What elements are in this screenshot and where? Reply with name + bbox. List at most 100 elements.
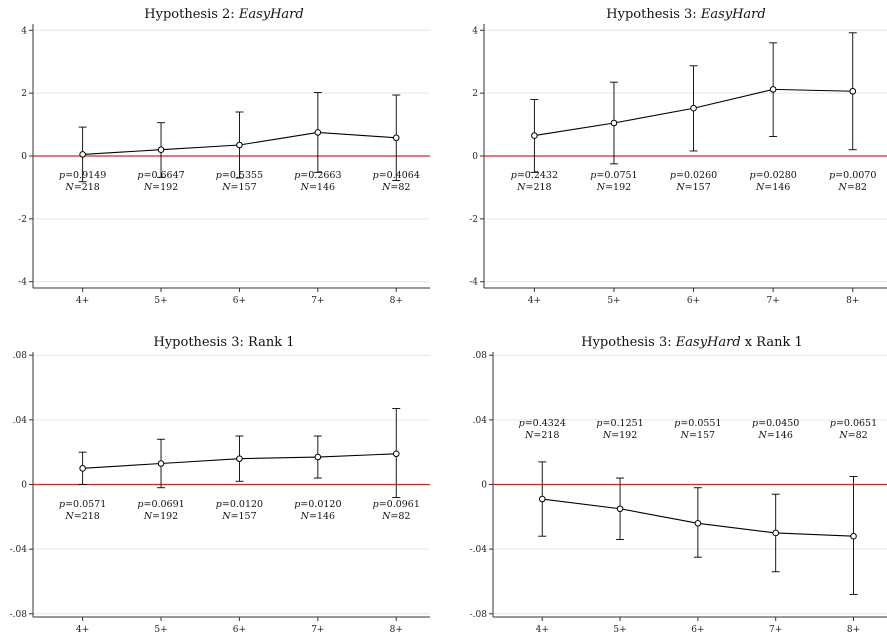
n-value-label: N=82 [381, 182, 410, 193]
p-value-label: p=0.0280 [749, 170, 796, 181]
p-value: 0.0551 [688, 418, 721, 429]
x-tick-label: 4+ [76, 625, 89, 635]
data-point [392, 134, 400, 142]
p-value-label: p=0.0571 [59, 499, 106, 510]
p-value-label: p=0.0751 [590, 170, 637, 181]
x-tick-label: 5+ [607, 296, 620, 306]
data-point [769, 86, 777, 93]
x-tick-label: 7+ [769, 625, 782, 635]
x-tick-label: 5+ [154, 296, 167, 306]
y-tick-label: -.04 [10, 545, 28, 555]
chart-title-text: Hypothesis 3: [606, 7, 701, 22]
data-point [531, 132, 538, 139]
n-value: 218 [82, 511, 100, 522]
chart-title: Hypothesis 3: Rank 1 [153, 335, 294, 350]
x-tick-label: 6+ [691, 625, 704, 635]
y-tick-label: -.08 [10, 610, 28, 620]
y-tick-label: .08 [473, 351, 488, 361]
y-tick-label: -2 [469, 215, 478, 225]
y-tick-label: 0 [21, 481, 27, 491]
n-value-label: N=192 [143, 182, 178, 193]
y-tick-label: -2 [18, 215, 27, 225]
x-tick-label: 8+ [846, 296, 859, 306]
n-value: 157 [239, 511, 257, 522]
n-value-label: N=218 [524, 430, 559, 441]
p-value-label: p=0.0651 [830, 418, 877, 429]
p-value: 0.6647 [151, 170, 184, 181]
p-value: 0.1251 [610, 418, 643, 429]
n-value: 192 [613, 182, 631, 193]
data-point [236, 455, 243, 462]
p-value-label: p=0.0260 [670, 170, 717, 181]
data-point [772, 529, 779, 537]
x-tick-label: 7+ [311, 296, 324, 306]
n-value: 146 [772, 182, 790, 193]
n-value-label: N=82 [838, 430, 867, 441]
n-value-label: N=146 [300, 511, 335, 522]
chart-panel-2: Hypothesis 3: EasyHard 4 2 0 -2 -4 4+ 5+ 6+ 7+ 8+ p… [469, 7, 887, 306]
n-value: 218 [541, 430, 559, 441]
y-tick-label: 0 [472, 152, 478, 162]
data-point [850, 532, 857, 540]
p-value-label: p=0.2432 [511, 170, 558, 181]
x-tick-label: 4+ [536, 625, 549, 635]
n-value-label: N=218 [64, 511, 99, 522]
p-value: 0.0120 [308, 499, 341, 510]
data-point [157, 460, 165, 467]
chart-title: Hypothesis 3: EasyHard x Rank 1 [581, 335, 803, 350]
n-value: 82 [856, 430, 868, 441]
p-value-label: p=0.2663 [294, 170, 341, 181]
p-value-label: p=0.4064 [373, 170, 420, 181]
p-value: 0.0450 [766, 418, 799, 429]
y-tick-label: .08 [13, 351, 28, 361]
data-point [79, 465, 86, 472]
n-value-label: N=192 [143, 511, 178, 522]
x-tick-label: 8+ [847, 625, 860, 635]
y-tick-label: 4 [21, 26, 27, 36]
x-tick-label: 4+ [528, 296, 541, 306]
n-value: 146 [775, 430, 793, 441]
n-value-label: N=218 [516, 182, 551, 193]
y-tick-label: 4 [472, 26, 478, 36]
n-value-label: N=157 [221, 511, 256, 522]
y-tick-label: -4 [469, 278, 478, 288]
y-tick-label: -.04 [470, 545, 488, 555]
chart-title-italic: EasyHard [238, 7, 304, 22]
data-point [610, 119, 618, 127]
data-point [314, 129, 322, 136]
chart-panel-3: Hypothesis 3: Rank 1 .08 .04 0 -.04 -.08 4+ 5+ 6… [10, 335, 430, 635]
x-tick-label: 8+ [390, 296, 403, 306]
chart-panel-4: Hypothesis 3: EasyHard x Rank 1 .08 .04 0 -.… [470, 335, 887, 635]
chart-title-text: Hypothesis 3: Rank 1 [153, 335, 294, 350]
x-tick-label: 4+ [76, 296, 89, 306]
x-tick-label: 6+ [233, 296, 246, 306]
p-value: 0.5355 [230, 170, 263, 181]
p-value-label: p=0.1251 [596, 418, 643, 429]
x-tick-label: 8+ [390, 625, 403, 635]
y-tick-label: .04 [13, 416, 28, 426]
y-tick-label: .04 [473, 416, 488, 426]
data-point [538, 495, 546, 503]
n-value: 218 [533, 182, 551, 193]
data-point [849, 87, 857, 95]
p-value: 0.0280 [764, 170, 797, 181]
n-value: 146 [317, 182, 335, 193]
chart-title-text: Hypothesis 2: [144, 7, 239, 22]
n-value-label: N=157 [675, 182, 710, 193]
x-tick-label: 5+ [154, 625, 167, 635]
p-value-label: p=0.6647 [137, 170, 184, 181]
n-value-label: N=218 [64, 182, 99, 193]
y-tick-label: -4 [18, 278, 27, 288]
p-value: 0.0651 [844, 418, 877, 429]
n-value-label: N=192 [596, 182, 631, 193]
p-value-label: p=0.0120 [216, 499, 263, 510]
data-point [79, 151, 86, 158]
n-value: 157 [239, 182, 257, 193]
chart-title-suffix: x Rank 1 [741, 335, 803, 350]
n-value: 82 [855, 182, 867, 193]
data-point [694, 519, 702, 527]
n-value: 146 [317, 511, 335, 522]
y-tick-label: 2 [472, 89, 478, 99]
chart-panel-1: Hypothesis 2: EasyHard 4 2 0 -2 -4 4+ 5+ 6+ 7+ 8+ p… [18, 7, 430, 306]
